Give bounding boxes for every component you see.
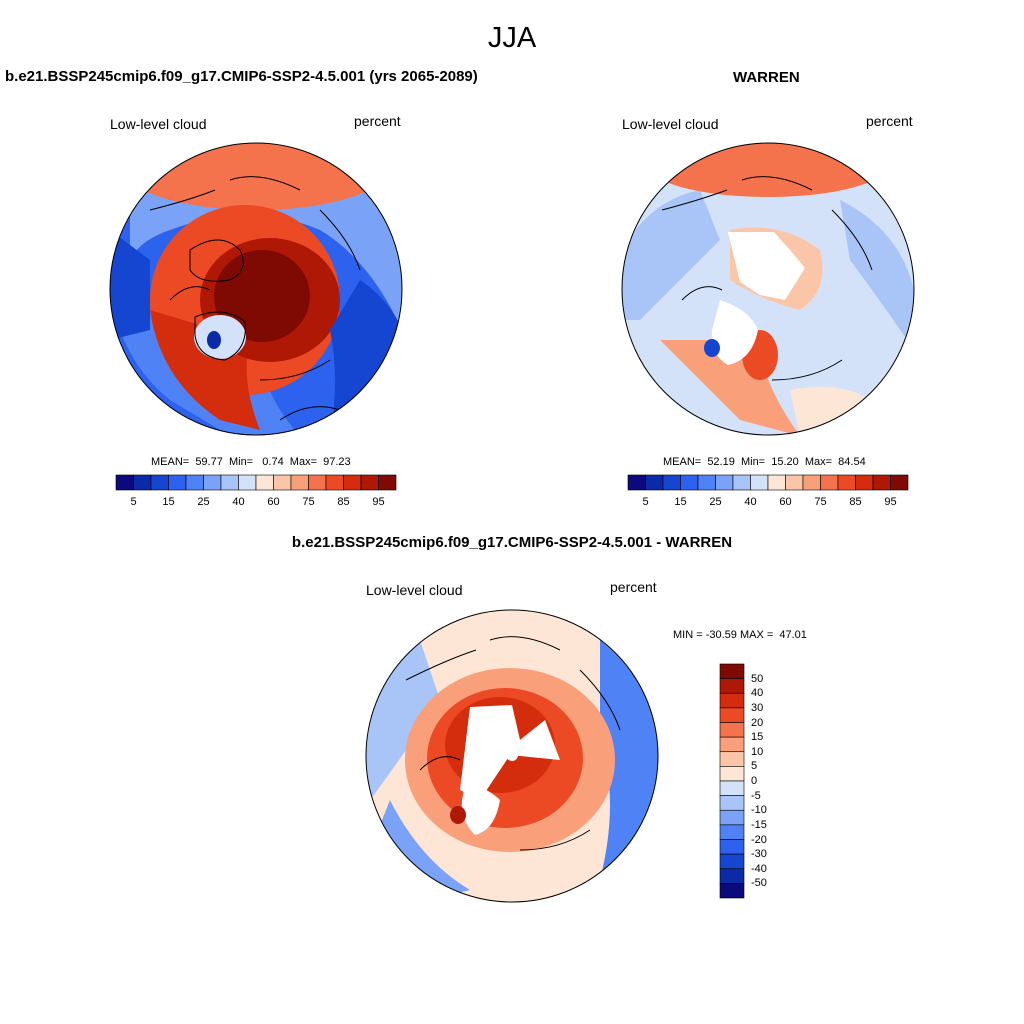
colorbar-tick-label: 0 (751, 775, 758, 787)
colorbar-swatch (680, 474, 699, 491)
colorbar-swatch (785, 474, 804, 491)
colorbar-swatch (719, 736, 745, 753)
colorbar-swatch (719, 839, 745, 855)
colorbar-swatch (820, 474, 839, 491)
colorbar-swatch (220, 474, 239, 491)
colorbar-swatch (325, 474, 344, 491)
colorbar-swatch (890, 474, 909, 491)
colorbar-swatch (255, 474, 274, 491)
colorbar-tick-label: 25 (709, 496, 722, 508)
colorbar-swatch (185, 474, 204, 491)
colorbar-tick-label: 15 (751, 731, 764, 744)
colorbar-tick-label: 5 (642, 496, 649, 508)
colorbar-swatch (719, 809, 745, 826)
colorbar-swatch (273, 474, 292, 491)
colorbar-swatch (645, 474, 664, 491)
colorbar-tick-label: 20 (751, 716, 764, 729)
colorbar-swatch (719, 692, 745, 709)
colorbar-swatch (719, 751, 745, 767)
colorbar-swatch (719, 722, 745, 738)
colorbar-tick-label: 95 (884, 496, 897, 508)
colorbar-swatch (719, 883, 745, 899)
colorbar-swatch (203, 474, 222, 491)
colorbar-swatch (697, 474, 716, 491)
panel3-variable-label: Low-level cloud (366, 582, 463, 598)
colorbar-swatch (719, 853, 745, 870)
colorbar-swatch (719, 766, 745, 782)
colorbar-tick-label: -30 (751, 848, 767, 861)
colorbar-swatch (308, 474, 327, 491)
colorbar-swatch (378, 474, 397, 491)
colorbar-swatch (719, 707, 745, 723)
panel3-stats: MIN = -30.59 MAX = 47.01 (673, 629, 807, 641)
colorbar-swatch (150, 474, 169, 491)
colorbar-swatch (627, 474, 646, 491)
panel1-units-label: percent (354, 113, 401, 129)
panel3-units-label: percent (610, 579, 657, 595)
colorbar-swatch (719, 795, 745, 811)
colorbar-swatch (872, 474, 891, 491)
panel1-title: b.e21.BSSP245cmip6.f09_g17.CMIP6-SSP2-4.… (5, 68, 478, 85)
colorbar-swatch (168, 474, 187, 491)
colorbar-tick-label: 25 (197, 496, 210, 508)
colorbar-swatch (115, 474, 134, 491)
panel1-stats: MEAN= 59.77 Min= 0.74 Max= 97.23 (151, 456, 351, 468)
colorbar-swatch (343, 474, 362, 491)
colorbar-tick-label: 60 (267, 496, 280, 508)
colorbar-swatch (719, 824, 745, 840)
colorbar-tick-label: -40 (751, 862, 767, 875)
colorbar-swatch (133, 474, 152, 491)
colorbar-swatch (837, 474, 856, 491)
colorbar-tick-label: 75 (814, 496, 827, 508)
panel2-title: WARREN (733, 69, 800, 86)
colorbar-tick-label: 95 (372, 496, 385, 508)
colorbar-swatch (802, 474, 821, 491)
panel2-colorbar (627, 474, 909, 491)
panel3-polar-map (366, 610, 658, 902)
colorbar-tick-label: 75 (302, 496, 315, 508)
colorbar-tick-label: 85 (337, 496, 350, 508)
colorbar-swatch (290, 474, 309, 491)
colorbar-swatch (732, 474, 751, 491)
colorbar-swatch (719, 780, 745, 796)
panel3-title: b.e21.BSSP245cmip6.f09_g17.CMIP6-SSP2-4.… (291, 534, 733, 551)
panel2-variable-label: Low-level cloud (622, 116, 719, 132)
panel1-variable-label: Low-level cloud (110, 116, 207, 132)
panel2-units-label: percent (866, 113, 913, 129)
colorbar-tick-label: -15 (751, 818, 767, 831)
colorbar-tick-label: 40 (744, 496, 757, 508)
colorbar-tick-label: 60 (779, 496, 792, 508)
panel1-polar-map (110, 143, 402, 435)
colorbar-swatch (719, 678, 745, 694)
colorbar-swatch (715, 474, 734, 491)
panel1-colorbar (115, 474, 397, 491)
colorbar-tick-label: -5 (751, 789, 761, 802)
colorbar-tick-label: 30 (751, 701, 764, 714)
panel2-stats: MEAN= 52.19 Min= 15.20 Max= 84.54 (663, 456, 866, 468)
colorbar-swatch (750, 474, 769, 491)
colorbar-swatch (719, 868, 745, 884)
colorbar-tick-label: -10 (751, 804, 767, 817)
colorbar-tick-label: -20 (751, 833, 767, 846)
panel2-polar-map (622, 143, 914, 435)
panel3-colorbar (719, 663, 745, 899)
colorbar-tick-label: 10 (751, 745, 764, 758)
colorbar-swatch (767, 474, 786, 491)
colorbar-tick-label: 15 (162, 496, 175, 508)
figure-title: JJA (487, 22, 537, 54)
colorbar-tick-label: 40 (232, 496, 245, 508)
colorbar-swatch (662, 474, 681, 491)
colorbar-tick-label: 50 (751, 672, 764, 685)
colorbar-tick-label: 5 (751, 760, 758, 773)
colorbar-tick-label: 40 (751, 687, 764, 700)
colorbar-swatch (855, 474, 874, 491)
colorbar-tick-label: 85 (849, 496, 862, 508)
colorbar-tick-label: 15 (674, 496, 687, 508)
colorbar-swatch (238, 474, 257, 491)
colorbar-swatch (360, 474, 379, 491)
colorbar-tick-label: 5 (130, 496, 137, 508)
colorbar-tick-label: -50 (751, 877, 767, 890)
colorbar-swatch (719, 663, 745, 679)
